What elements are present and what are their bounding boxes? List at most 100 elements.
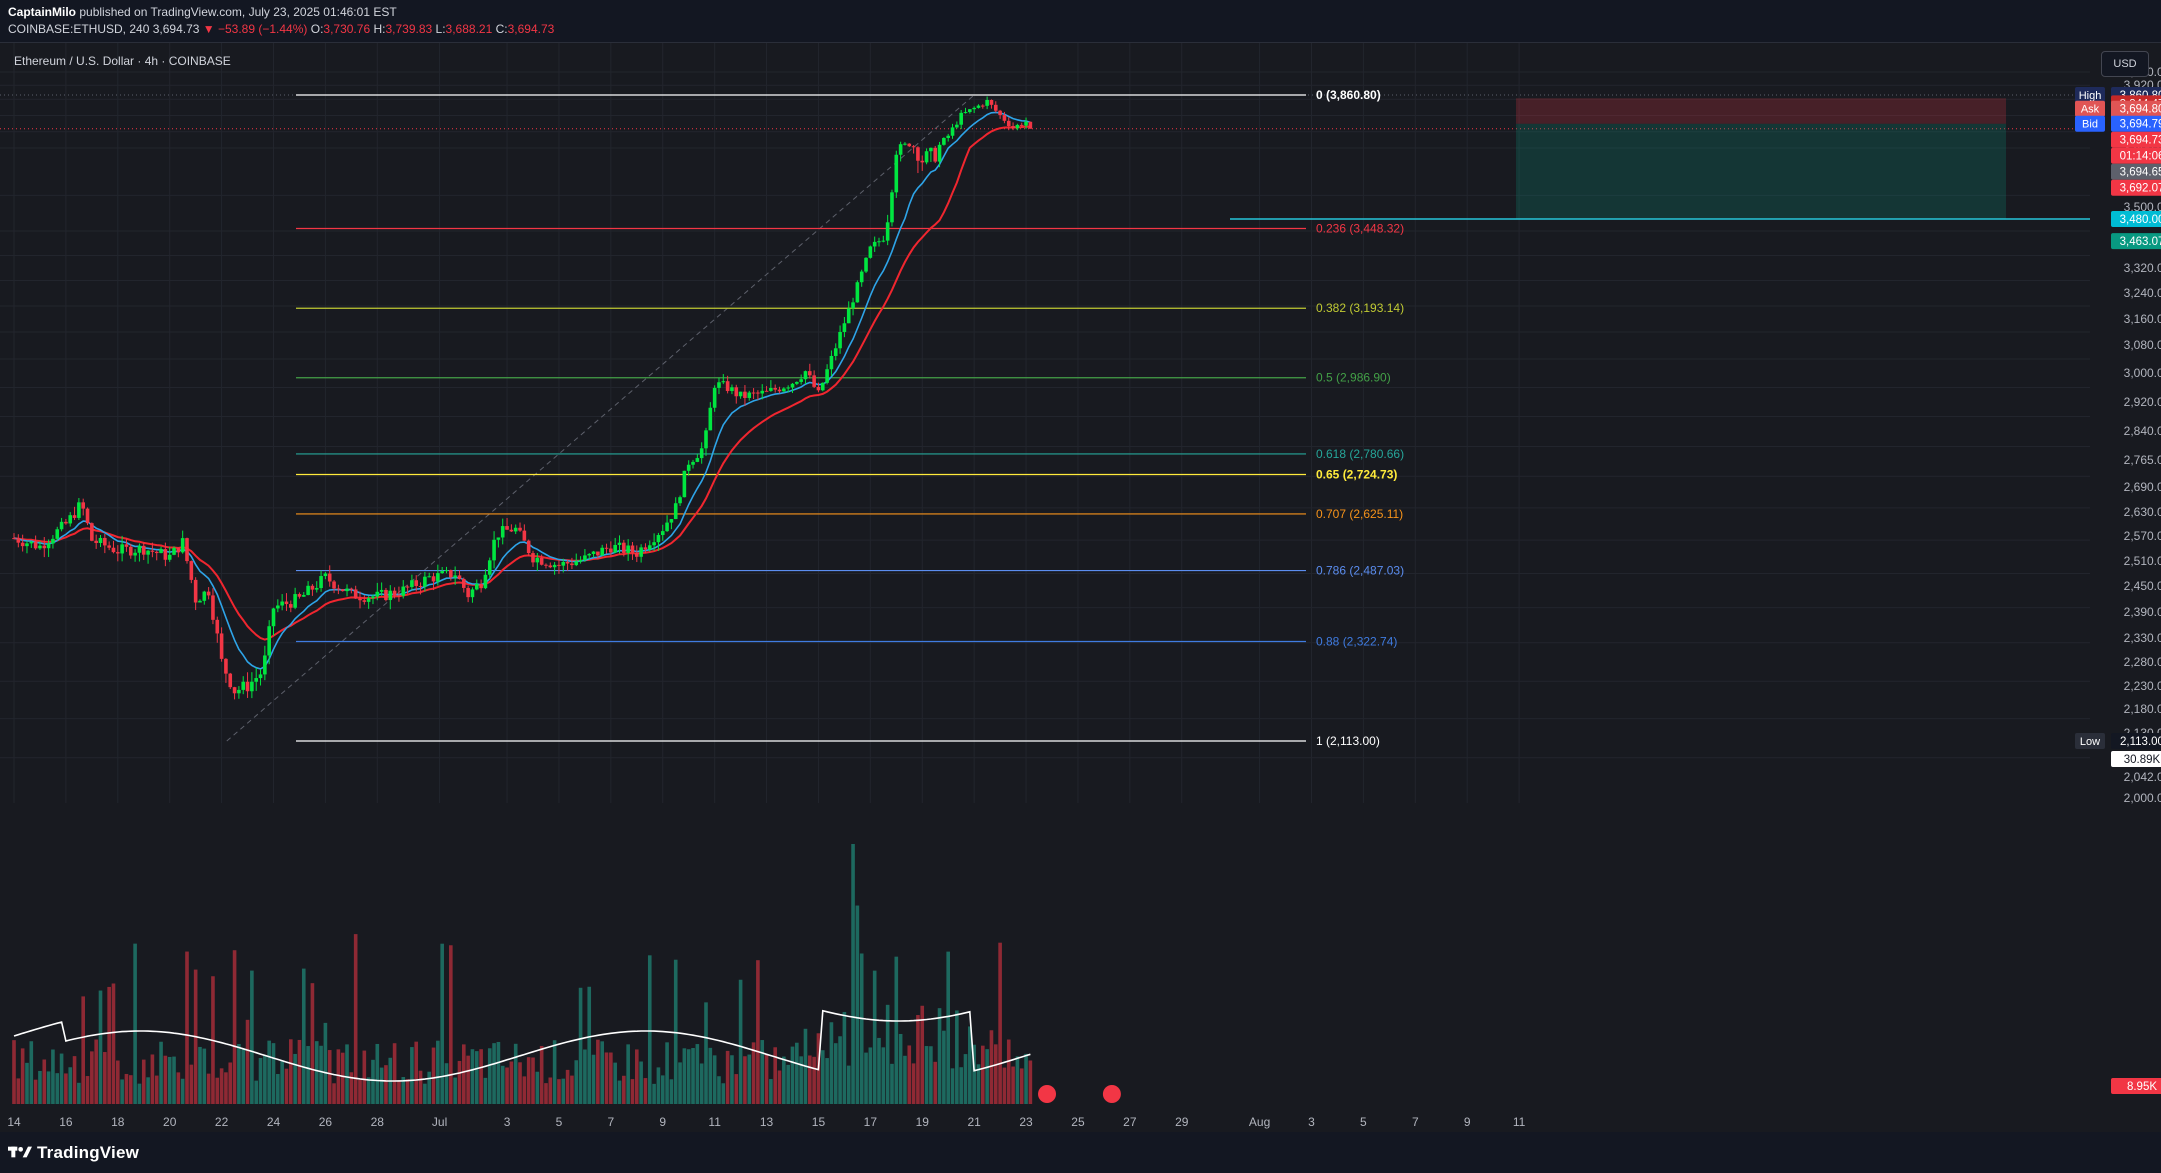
low-label: L:: [435, 22, 446, 36]
candle-body: [557, 564, 561, 566]
volume-bar: [375, 1043, 380, 1104]
volume-bar: [526, 1057, 531, 1104]
candle-body: [552, 564, 557, 568]
price-badge-text: 3,480.00: [2120, 214, 2161, 226]
open-label: O:: [310, 22, 324, 36]
candle-body: [673, 503, 678, 520]
candle-body: [206, 591, 211, 596]
volume-bar: [522, 1076, 527, 1104]
candle-body: [656, 535, 661, 543]
candle-body: [483, 574, 488, 589]
chart-title: Ethereum / U.S. Dollar · 4h · COINBASE: [14, 54, 231, 68]
candle-body: [314, 588, 319, 590]
volume-bar: [799, 1056, 803, 1104]
chart-pane[interactable]: 0 (3,860.80) 0.236 (3,448.32) 0.382 (3,193…: [0, 42, 2161, 1133]
candle-body: [985, 99, 989, 106]
ema-fast-line: [13, 111, 1031, 670]
candle-body: [301, 595, 306, 597]
volume-bar: [617, 1080, 622, 1104]
volume-bar: [578, 987, 583, 1104]
volume-bar: [133, 943, 137, 1104]
currency-button[interactable]: USD: [2101, 51, 2149, 77]
volume-bar: [414, 1041, 419, 1104]
candle-body: [509, 529, 514, 532]
candle-body: [851, 302, 855, 309]
volume-bar: [976, 1064, 981, 1104]
volume-bar: [176, 1072, 181, 1104]
candle-body: [198, 600, 202, 603]
volume-bar: [565, 1069, 570, 1104]
candle-body: [600, 547, 604, 556]
candle-body: [353, 589, 358, 599]
author-name[interactable]: CaptainMilo: [8, 5, 76, 19]
candle-body: [193, 579, 198, 603]
candle-body: [929, 147, 933, 152]
volume-bar: [163, 1055, 168, 1104]
volume-bar: [609, 1052, 613, 1104]
candle-body: [245, 681, 250, 692]
volume-bar: [665, 1042, 669, 1104]
candle-body: [911, 146, 916, 148]
candle-body: [310, 585, 315, 590]
price-badge: [2111, 233, 2161, 250]
candle-body: [704, 430, 708, 449]
candle-body: [371, 596, 375, 599]
volume-bar: [881, 1047, 886, 1104]
candle-body: [864, 257, 868, 272]
volume-bar: [358, 1079, 362, 1104]
volume-bar: [172, 1056, 176, 1104]
volume-bar: [51, 1049, 55, 1104]
volume-bar: [116, 1060, 120, 1104]
candle-body: [410, 580, 414, 588]
y-axis-tick: 2,840.00: [2124, 424, 2161, 438]
volume-bar: [652, 1083, 656, 1104]
volume-bar: [496, 1041, 501, 1104]
x-axis-tick: 7: [608, 1115, 615, 1129]
x-axis-tick: 19: [916, 1115, 930, 1129]
volume-bar: [795, 1042, 799, 1104]
volume-bar: [25, 1062, 29, 1104]
candle-body: [730, 387, 734, 392]
volume-bar: [245, 1019, 250, 1104]
economic-event-icon: [1102, 1085, 1121, 1103]
candle-body: [349, 588, 354, 590]
candle-body: [570, 563, 574, 566]
volume-bar: [141, 1059, 146, 1104]
price-badge-tag: [2075, 87, 2105, 103]
volume-bar: [937, 1008, 942, 1104]
candle-body: [890, 192, 894, 223]
position-stop-zone: [1516, 98, 2006, 124]
last-price: 3,694.73: [152, 22, 200, 36]
candle-body: [1002, 115, 1007, 121]
candle-body: [782, 388, 786, 392]
volume-bar: [314, 1041, 319, 1104]
volume-bar: [561, 1078, 566, 1104]
volume-bar: [159, 1041, 163, 1104]
volume-bar: [462, 1044, 466, 1104]
x-axis-tick: 21: [967, 1115, 981, 1129]
candle-body: [141, 545, 146, 555]
volume-bar: [864, 1052, 868, 1104]
price-chart[interactable]: 0 (3,860.80) 0.236 (3,448.32) 0.382 (3,193…: [0, 43, 2161, 1133]
candle-body: [903, 143, 907, 145]
candle-body: [522, 530, 527, 541]
candle-body: [358, 598, 362, 601]
volume-bar: [989, 1030, 994, 1104]
candle-body: [185, 538, 189, 562]
candle-body: [64, 521, 68, 524]
candle-body: [414, 580, 419, 586]
candle-body: [877, 241, 881, 243]
candle-body: [609, 548, 613, 553]
volume-bar: [708, 1047, 713, 1104]
candle-body: [712, 387, 717, 408]
candle-body: [267, 626, 271, 656]
volume-bar: [1019, 1068, 1024, 1104]
volume-bar: [1011, 1066, 1015, 1104]
tradingview-logo[interactable]: TradingView: [8, 1143, 139, 1163]
candle-body: [20, 542, 25, 547]
volume-bar: [600, 1041, 604, 1104]
candle-body: [323, 573, 328, 577]
candle-body: [384, 589, 388, 601]
y-axis-tick: 3,500.00: [2124, 200, 2161, 214]
volume-bar: [747, 1054, 752, 1104]
